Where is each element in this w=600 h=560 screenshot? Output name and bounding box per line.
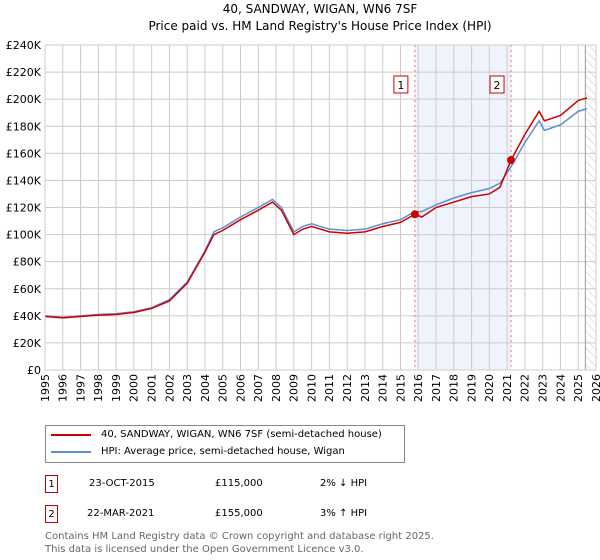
y-tick-label: £220K — [6, 66, 42, 79]
price-line — [44, 97, 588, 319]
x-tick-label: 2024 — [554, 374, 567, 402]
y-tick-label: £0 — [27, 364, 41, 377]
y-tick-label: £100K — [6, 229, 42, 242]
y-tick-label: £60K — [13, 283, 42, 296]
sale-point — [410, 210, 419, 219]
x-tick-label: 2017 — [430, 374, 443, 402]
x-tick-label: 2026 — [590, 374, 600, 402]
chart-subtitle: Price paid vs. HM Land Registry's House … — [148, 19, 491, 33]
x-tick-label: 1997 — [74, 374, 87, 402]
legend-label: 40, SANDWAY, WIGAN, WN6 7SF (semi-detach… — [101, 429, 382, 440]
x-tick-label: 2015 — [394, 374, 407, 402]
x-tick-label: 2018 — [448, 374, 461, 402]
x-tick-label: 1998 — [92, 374, 105, 402]
transaction-date: 22-MAR-2021 — [87, 508, 155, 519]
x-tick-label: 2003 — [181, 374, 194, 402]
x-tick-label: 2011 — [323, 374, 336, 402]
x-tick-label: 2016 — [412, 374, 425, 402]
sale-badge — [393, 75, 409, 94]
y-tick-label: £160K — [6, 147, 42, 160]
x-tick-label: 2004 — [199, 374, 212, 402]
x-tick-label: 2013 — [359, 374, 372, 402]
x-tick-label: 2009 — [288, 374, 301, 402]
x-tick-label: 2021 — [501, 374, 514, 402]
x-tick-label: 2001 — [145, 374, 158, 402]
x-tick-label: 2020 — [483, 374, 496, 402]
transaction-hpi: 2% ↓ HPI — [320, 478, 368, 489]
transaction-row: 1 23-OCT-2015 £115,000 2% ↓ HPI — [45, 475, 445, 495]
sale-badge — [489, 75, 505, 94]
x-tick-label: 1996 — [57, 374, 70, 402]
sale-badge-label: 1 — [397, 79, 404, 92]
x-tick-label: 2014 — [377, 374, 390, 402]
x-tick-label: 2007 — [252, 374, 265, 402]
footer: Contains HM Land Registry data © Crown c… — [45, 530, 434, 556]
y-tick-label: £140K — [6, 174, 42, 187]
transaction-badge: 2 — [45, 505, 58, 523]
x-tick-label: 2010 — [305, 374, 318, 402]
y-tick-label: £240K — [6, 39, 42, 52]
x-tick-label: 2023 — [537, 374, 550, 402]
transaction-row: 2 22-MAR-2021 £155,000 3% ↑ HPI — [45, 505, 445, 525]
y-tick-label: £120K — [6, 202, 42, 215]
sale-badge-label: 2 — [494, 79, 501, 92]
sale-point — [507, 156, 516, 165]
transaction-price: £155,000 — [215, 508, 263, 519]
x-tick-label: 2005 — [217, 374, 230, 402]
x-tick-label: 2006 — [234, 374, 247, 402]
legend-item-property: 40, SANDWAY, WIGAN, WN6 7SF (semi-detach… — [46, 429, 382, 440]
y-tick-label: £200K — [6, 93, 42, 106]
x-tick-label: 1995 — [39, 374, 52, 402]
footer-licence: This data is licensed under the Open Gov… — [45, 544, 364, 555]
transaction-hpi: 3% ↑ HPI — [320, 508, 368, 519]
y-tick-label: £80K — [13, 256, 42, 269]
transaction-badge: 1 — [45, 475, 58, 493]
legend-item-hpi: HPI: Average price, semi-detached house,… — [46, 446, 345, 457]
plot-border — [44, 44, 597, 371]
legend-label: HPI: Average price, semi-detached house,… — [101, 446, 345, 457]
footer-copyright: Contains HM Land Registry data © Crown c… — [45, 531, 434, 542]
y-tick-label: £180K — [6, 120, 42, 133]
legend: 40, SANDWAY, WIGAN, WN6 7SF (semi-detach… — [45, 425, 405, 463]
x-tick-label: 2002 — [163, 374, 176, 402]
y-tick-label: £20K — [13, 337, 42, 350]
price-chart: 40, SANDWAY, WIGAN, WN6 7SF Price paid v… — [6, 2, 600, 402]
x-tick-label: 2000 — [128, 374, 141, 402]
transaction-price: £115,000 — [215, 478, 263, 489]
x-tick-label: 2019 — [465, 374, 478, 402]
transaction-date: 23-OCT-2015 — [89, 478, 155, 489]
x-tick-label: 2025 — [572, 374, 585, 402]
x-tick-label: 2022 — [519, 374, 532, 402]
x-tick-label: 2012 — [341, 374, 354, 402]
chart-title: 40, SANDWAY, WIGAN, WN6 7SF — [223, 2, 418, 16]
x-tick-label: 1999 — [110, 374, 123, 402]
y-tick-label: £40K — [13, 310, 42, 323]
x-tick-label: 2008 — [270, 374, 283, 402]
